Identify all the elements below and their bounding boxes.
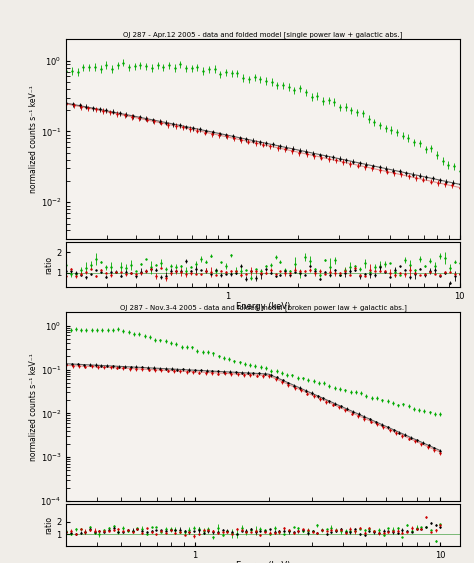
Title: OJ 287 - Apr.12 2005 - data and folded model [single power law + galactic abs.]: OJ 287 - Apr.12 2005 - data and folded m… bbox=[123, 32, 403, 38]
X-axis label: Energy (keV): Energy (keV) bbox=[236, 302, 290, 311]
X-axis label: Energy (keV): Energy (keV) bbox=[236, 561, 290, 563]
Title: OJ 287 - Nov.3-4 2005 - data and folded model [broken power law + galactic abs.]: OJ 287 - Nov.3-4 2005 - data and folded … bbox=[119, 305, 407, 311]
Y-axis label: normalized counts s⁻¹ keV⁻¹: normalized counts s⁻¹ keV⁻¹ bbox=[28, 353, 37, 461]
Y-axis label: ratio: ratio bbox=[45, 256, 54, 274]
Y-axis label: ratio: ratio bbox=[45, 516, 54, 534]
Y-axis label: normalized counts s⁻¹ keV⁻¹: normalized counts s⁻¹ keV⁻¹ bbox=[29, 86, 38, 193]
